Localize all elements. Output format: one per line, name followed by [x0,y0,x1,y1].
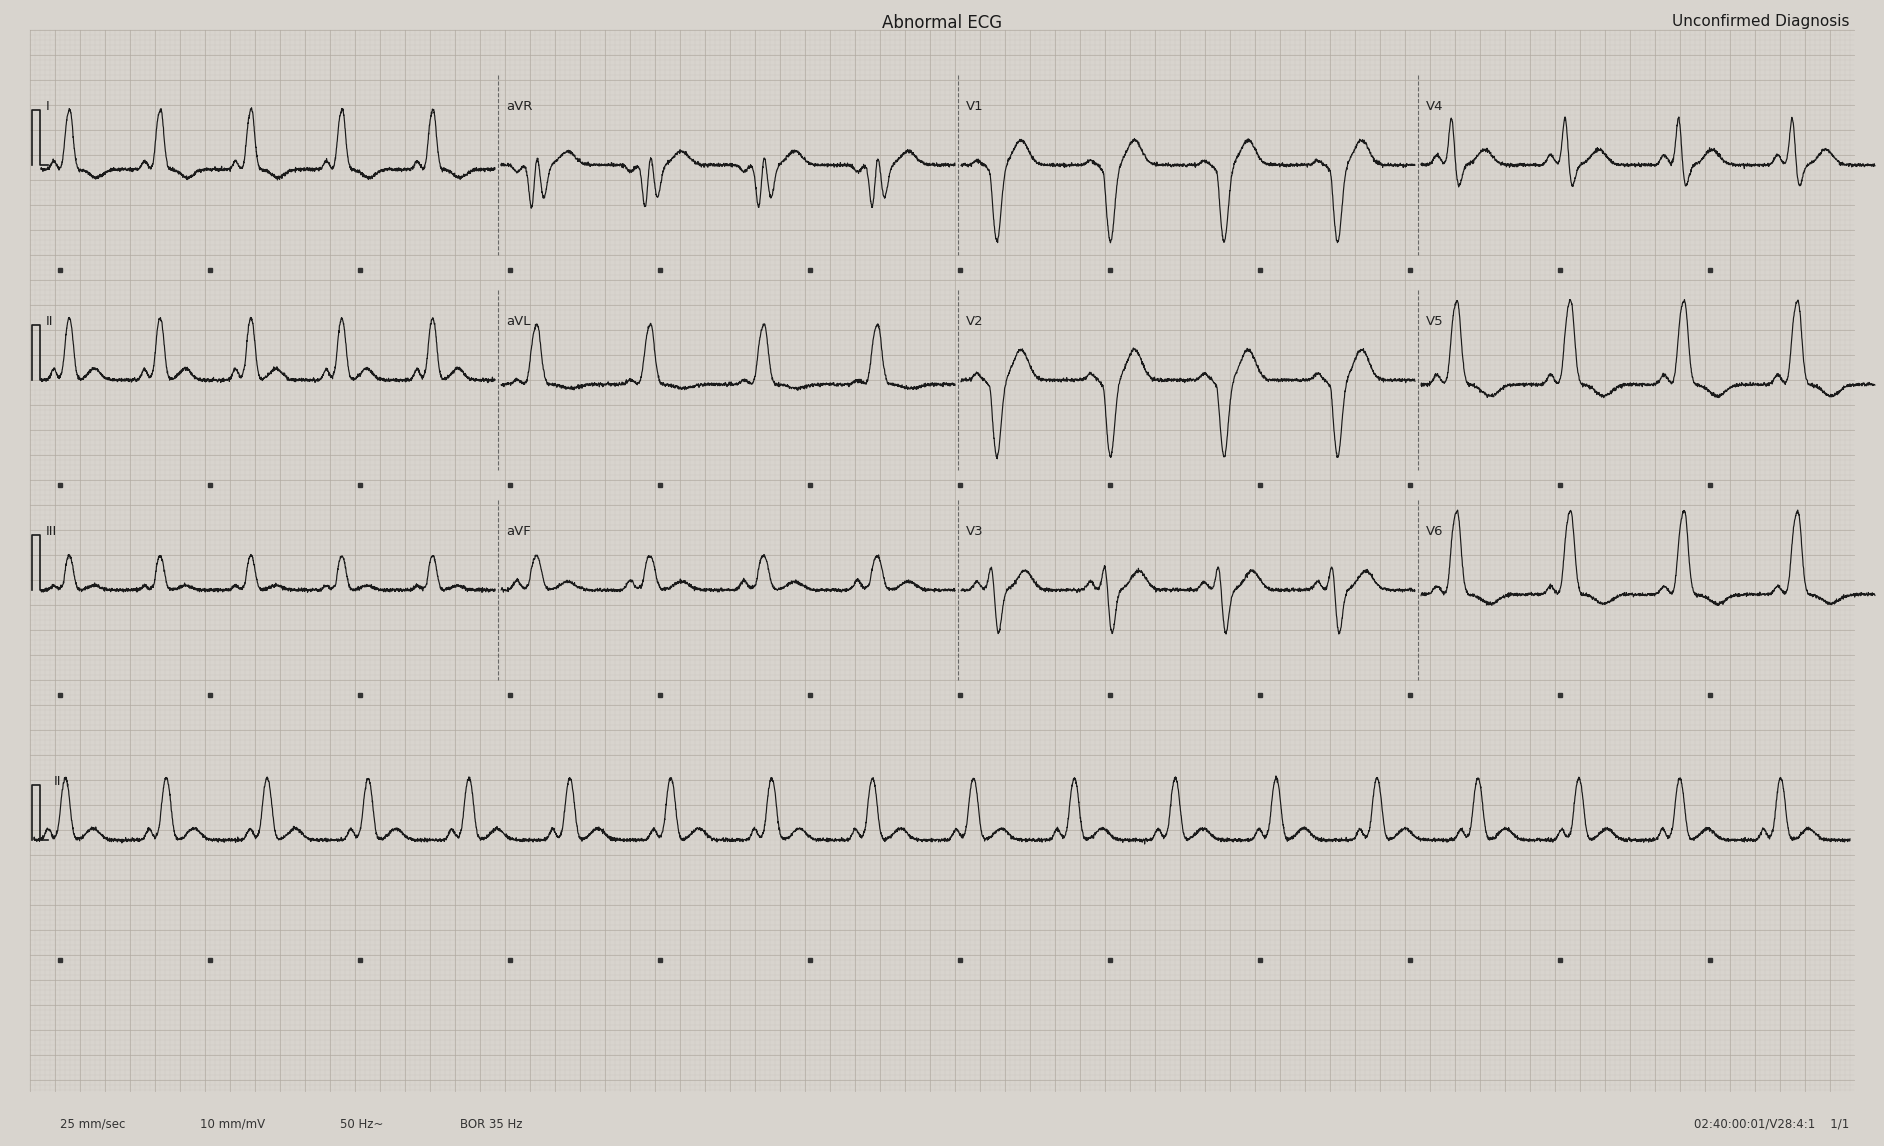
Text: aVF: aVF [507,525,531,537]
Text: II: II [55,775,62,788]
Text: III: III [45,525,57,537]
Text: 02:40:00:01/V28:4:1    1/1: 02:40:00:01/V28:4:1 1/1 [1694,1117,1848,1130]
Text: V4: V4 [1426,100,1443,113]
Text: Abnormal ECG: Abnormal ECG [882,14,1002,32]
Text: 10 mm/mV: 10 mm/mV [200,1117,266,1130]
Text: I: I [45,100,49,113]
Text: II: II [45,315,53,328]
Text: BOR 35 Hz: BOR 35 Hz [460,1117,522,1130]
Text: aVR: aVR [507,100,533,113]
Text: V3: V3 [966,525,983,537]
Text: V6: V6 [1426,525,1443,537]
Text: 25 mm/sec: 25 mm/sec [60,1117,126,1130]
Text: V2: V2 [966,315,983,328]
Text: 50 Hz~: 50 Hz~ [339,1117,382,1130]
Text: aVL: aVL [507,315,531,328]
Text: V5: V5 [1426,315,1443,328]
Text: V1: V1 [966,100,983,113]
Text: Unconfirmed Diagnosis: Unconfirmed Diagnosis [1671,14,1848,29]
